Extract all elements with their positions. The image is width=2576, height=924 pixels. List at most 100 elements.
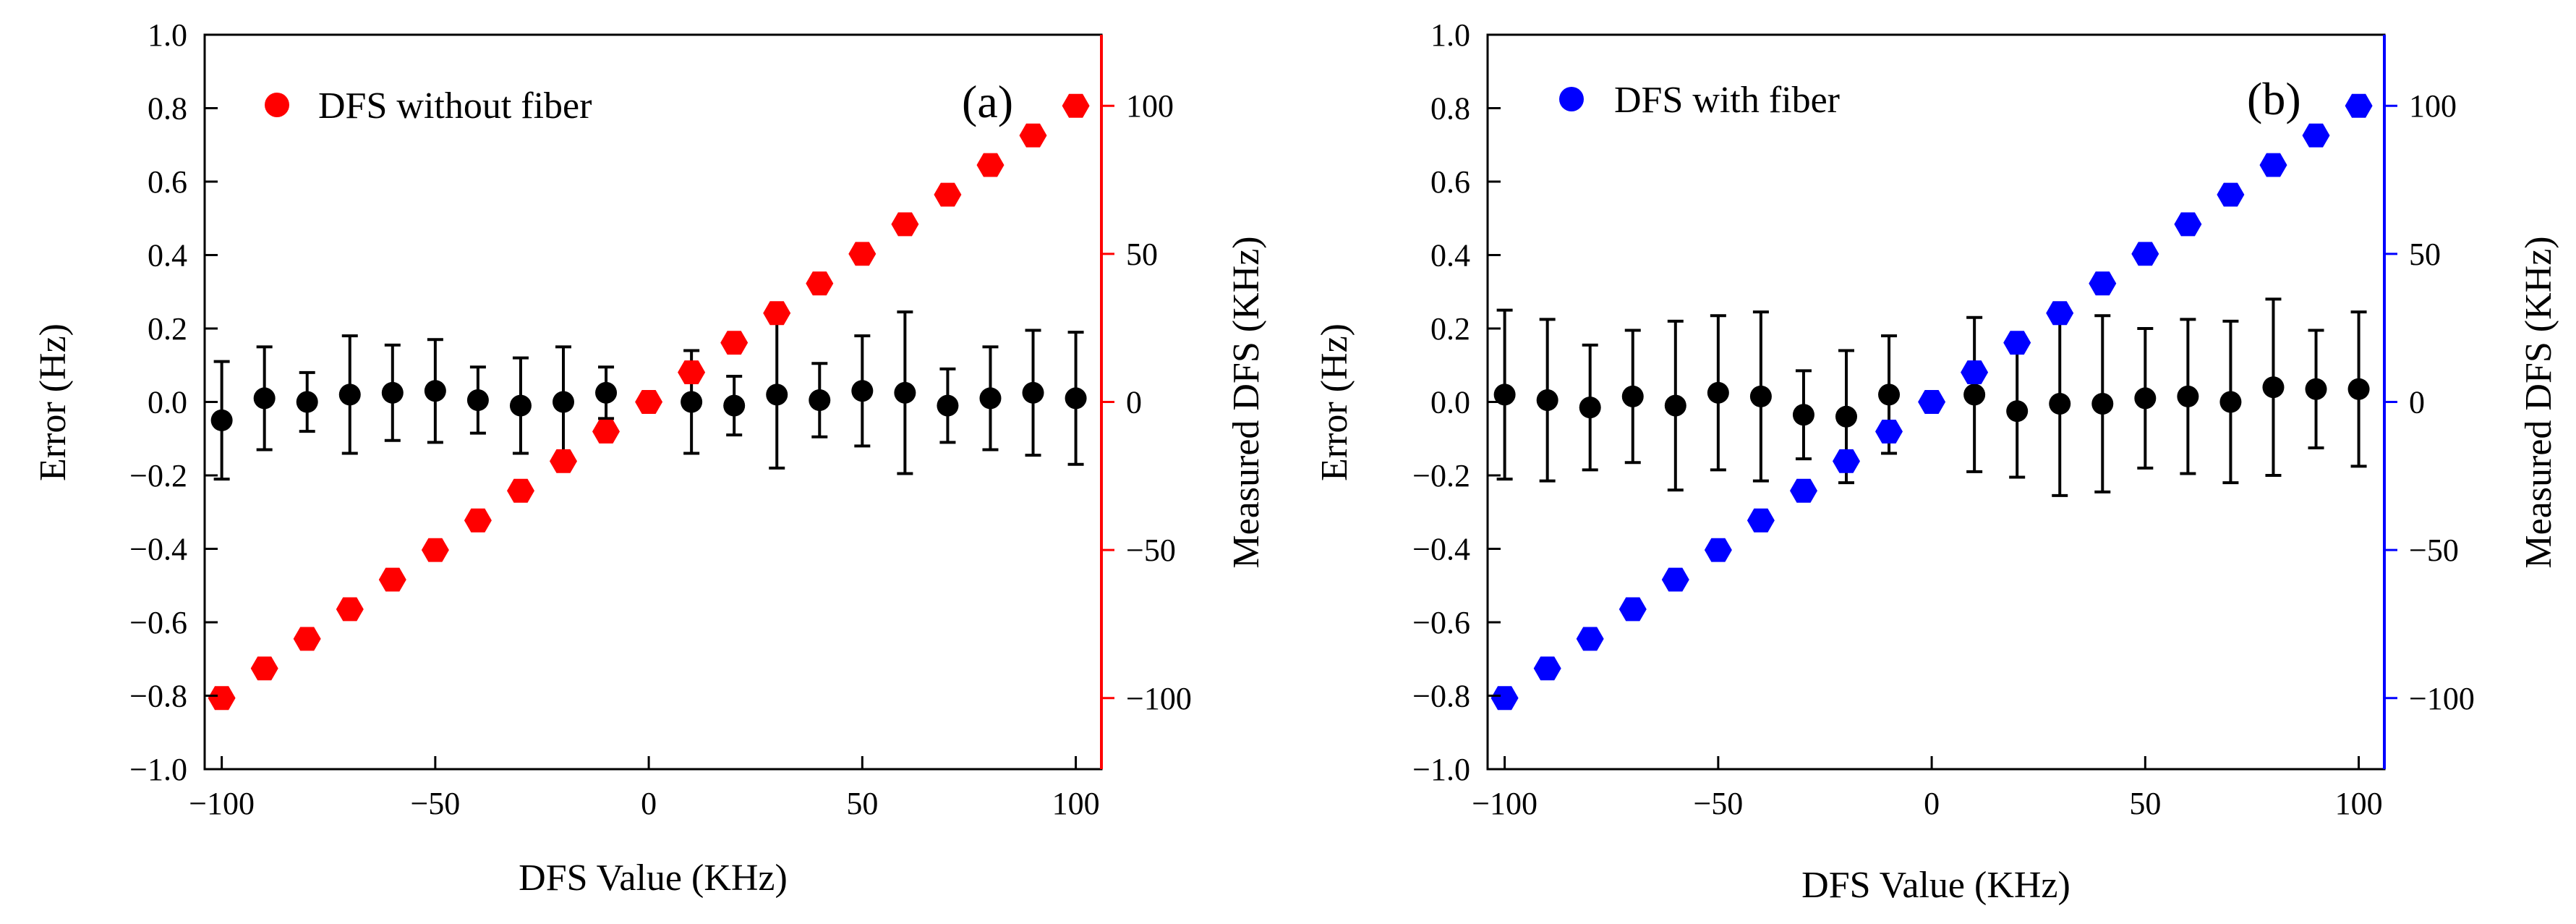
panel-b-x-tick-label: 100 bbox=[2335, 786, 2383, 821]
panel-b-dfs-point bbox=[1747, 508, 1775, 533]
panel-b-dfs-point bbox=[1533, 656, 1561, 681]
panel-a-dfs-point bbox=[464, 508, 492, 533]
panel-b-legend-label: DFS with fiber bbox=[1614, 80, 1840, 121]
panel-a-dfs-point bbox=[550, 449, 577, 473]
panel-b-error-point bbox=[2262, 376, 2285, 399]
panel-a-dfs-point bbox=[507, 478, 534, 503]
panel-b-error-point bbox=[1835, 405, 1857, 428]
panel-a-dfs-point bbox=[421, 538, 449, 562]
panel-a-y2-tick-label: 100 bbox=[1126, 88, 1174, 124]
panel-b-error-point bbox=[1579, 397, 1601, 419]
panel-a-error-point bbox=[937, 394, 959, 417]
panel-a-marks bbox=[208, 93, 1090, 711]
panel-a-error-point bbox=[509, 394, 532, 417]
panel-b-error-point bbox=[1536, 389, 1558, 411]
panel-b-error-point bbox=[1493, 383, 1516, 406]
panel-a-dfs-point bbox=[934, 182, 962, 207]
panel-b-y2-tick-label: 0 bbox=[2409, 385, 2425, 420]
panel-b-dfs-point bbox=[1918, 390, 1946, 414]
panel-b-error-point bbox=[1878, 383, 1901, 406]
panel-b-y2-tick-label: −50 bbox=[2409, 533, 2459, 568]
panel-a-y-tick-label: 0.6 bbox=[148, 164, 187, 200]
panel-b-x-tick-label: 0 bbox=[1924, 786, 1940, 821]
panel-a-error-point bbox=[595, 381, 618, 404]
panel-a-error-point bbox=[851, 380, 874, 402]
panel-a-error-point bbox=[1065, 387, 1087, 410]
panel-b-y2-tick-label: 50 bbox=[2409, 237, 2441, 272]
panel-a-y-tick-label: −0.2 bbox=[129, 458, 187, 493]
panel-a-dfs-point bbox=[720, 331, 749, 355]
panel-a-panel-label: (a) bbox=[962, 76, 1013, 127]
panel-a-y-tick-label: 0.4 bbox=[148, 238, 187, 274]
panel-a-dfs-point bbox=[1062, 93, 1090, 118]
panel-a-y2-tick-label: −100 bbox=[1126, 681, 1192, 716]
panel-b-dfs-point bbox=[1961, 360, 1989, 384]
panel-b-error-point bbox=[2219, 391, 2242, 413]
panel-a-dfs-point bbox=[763, 301, 791, 326]
panel-a-y-tick-label: −0.4 bbox=[129, 532, 187, 567]
panel-b: −100 −50 0 50 100 −1.0 −0.8 −0.6 −0.4 −0.2 0.0 0.2 0… bbox=[1314, 17, 2559, 906]
panel-b-error-point bbox=[1963, 383, 1986, 406]
panel-a-error-point bbox=[1022, 381, 1044, 404]
panel-b-y-tick-label: 0.6 bbox=[1430, 164, 1470, 200]
panel-b-error-point bbox=[1707, 381, 1729, 404]
panel-b-dfs-point bbox=[2174, 212, 2202, 237]
panel-a-dfs-point bbox=[678, 360, 706, 384]
panel-b-error-point bbox=[1621, 385, 1644, 407]
panel-a-dfs-point bbox=[208, 686, 236, 711]
panel-b-panel-label: (b) bbox=[2247, 73, 2301, 124]
panel-a-dfs-point bbox=[976, 153, 1005, 177]
panel-b-dfs-point bbox=[1661, 567, 1689, 592]
panel-a-y-tick-label: 0.2 bbox=[148, 311, 187, 347]
panel-a-error-point bbox=[296, 391, 318, 413]
panel-a-y-axis-label: Error (Hz) bbox=[33, 323, 74, 481]
panel-b-y-axis-label: Error (Hz) bbox=[1314, 323, 1355, 481]
panel-b-error-point bbox=[1792, 404, 1814, 426]
panel-b-y-tick-label: −0.8 bbox=[1412, 679, 1470, 714]
panel-a-x-tick-label: 0 bbox=[641, 786, 657, 821]
panel-b-x-tick-label: −50 bbox=[1693, 786, 1743, 821]
panel-b-dfs-point bbox=[2003, 331, 2031, 355]
panel-b-x-axis-label: DFS Value (KHz) bbox=[1801, 865, 2070, 906]
panel-b-y2-tick-label: −100 bbox=[2409, 681, 2475, 716]
panel-a-error-point bbox=[553, 391, 574, 413]
panel-a-error-point bbox=[723, 394, 746, 417]
panel-b-dfs-point bbox=[2259, 153, 2287, 177]
panel-a: −100 −50 0 50 100 −1.0 −0.8 −0.6 −0.4 −0.2 0.0 0.2 0… bbox=[33, 17, 1267, 899]
panel-b-ticks: −100 −50 0 50 100 −1.0 −0.8 −0.6 −0.4 −0.2 0.0 0.2 0… bbox=[1412, 17, 2475, 821]
panel-a-dfs-point bbox=[293, 627, 321, 651]
panel-a-x-tick-label: −50 bbox=[410, 786, 460, 821]
panel-a-error-point bbox=[979, 387, 1002, 410]
panel-b-y-tick-label: 0.2 bbox=[1430, 311, 1470, 347]
panel-b-y-tick-label: 1.0 bbox=[1430, 17, 1470, 53]
panel-a-dfs-point bbox=[250, 656, 278, 681]
panel-b-y-tick-label: −0.6 bbox=[1412, 605, 1470, 640]
panel-b-error-point bbox=[2177, 385, 2199, 407]
panel-b-dfs-point bbox=[2302, 123, 2330, 148]
panel-a-dfs-point bbox=[592, 420, 620, 444]
panel-b-legend-marker bbox=[1559, 87, 1584, 111]
panel-a-y-tick-label: 0.0 bbox=[148, 385, 187, 420]
panel-a-dfs-point bbox=[336, 597, 364, 622]
panel-b-error-point bbox=[2305, 378, 2327, 400]
panel-a-y-tick-label: −0.6 bbox=[129, 605, 187, 640]
panel-a-error-point bbox=[809, 389, 831, 411]
panel-b-y-tick-label: 0.0 bbox=[1430, 385, 1470, 420]
panel-a-x-tick-label: −100 bbox=[189, 786, 255, 821]
panel-b-error-point bbox=[1664, 394, 1686, 417]
panel-b-x-tick-label: 50 bbox=[2129, 786, 2161, 821]
panel-a-y-tick-label: 0.8 bbox=[148, 91, 187, 127]
panel-a-error-point bbox=[466, 389, 489, 411]
panel-b-y2-axis-label: Measured DFS (KHz) bbox=[2518, 236, 2559, 568]
panel-a-error-point bbox=[210, 409, 233, 431]
panel-a-x-tick-label: 100 bbox=[1052, 786, 1100, 821]
panel-a-y-tick-label: 1.0 bbox=[148, 17, 187, 53]
panel-a-error-point bbox=[424, 380, 446, 402]
panel-b-error-point bbox=[1749, 385, 1772, 407]
panel-b-dfs-point bbox=[2089, 271, 2117, 296]
panel-b-y-tick-label: 0.4 bbox=[1430, 238, 1470, 274]
panel-a-dfs-point bbox=[806, 271, 834, 296]
panel-a-error-point bbox=[338, 383, 361, 406]
panel-a-y2-tick-label: 50 bbox=[1126, 237, 1158, 272]
